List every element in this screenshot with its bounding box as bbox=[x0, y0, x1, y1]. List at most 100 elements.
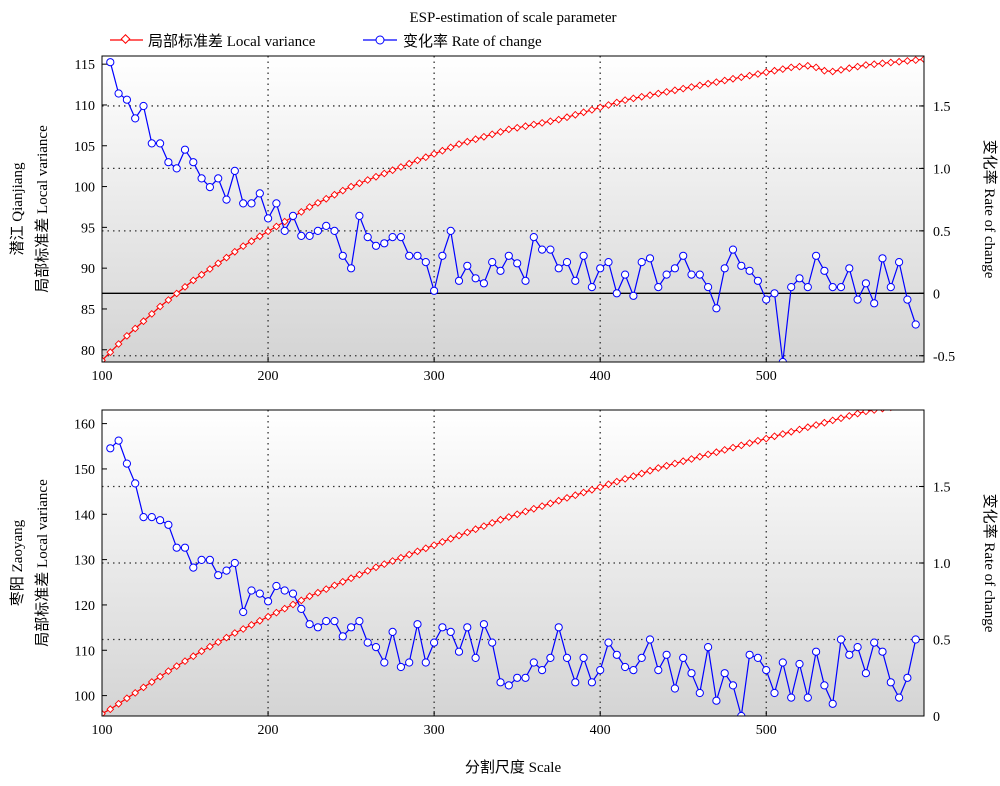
roc-point bbox=[778, 658, 787, 667]
roc-point bbox=[355, 211, 364, 220]
y2-axis-label: 变化率 Rate of change bbox=[981, 140, 998, 279]
roc-point bbox=[737, 711, 746, 716]
lv-point bbox=[206, 642, 214, 651]
y2-tick-label: 1.5 bbox=[933, 100, 951, 115]
lv-point bbox=[588, 106, 596, 114]
lv-point bbox=[878, 59, 887, 68]
lv-point bbox=[554, 115, 563, 124]
lv-point bbox=[355, 570, 364, 579]
roc-point bbox=[305, 231, 314, 240]
lv-point bbox=[911, 56, 920, 64]
lv-point bbox=[695, 452, 704, 461]
roc-point bbox=[670, 264, 680, 273]
lv-point bbox=[164, 296, 173, 304]
lv-point bbox=[388, 557, 397, 565]
series-rate-of-change bbox=[106, 58, 920, 362]
roc-point bbox=[205, 555, 214, 565]
roc-point bbox=[579, 251, 588, 260]
lv-point bbox=[264, 227, 272, 236]
lv-point bbox=[338, 186, 347, 195]
lv-point bbox=[189, 652, 198, 661]
roc-point bbox=[322, 221, 331, 230]
roc-point bbox=[513, 259, 522, 268]
roc-point bbox=[687, 270, 696, 279]
lv-point bbox=[820, 418, 829, 427]
lv-point bbox=[181, 283, 189, 291]
roc-point bbox=[488, 258, 497, 267]
lv-point bbox=[853, 410, 862, 418]
roc-point bbox=[247, 586, 256, 595]
lv-point bbox=[455, 140, 463, 148]
lv-point bbox=[612, 98, 621, 107]
lv-point bbox=[912, 400, 919, 407]
roc-point bbox=[687, 669, 696, 678]
roc-point bbox=[189, 158, 198, 167]
lv-point bbox=[197, 270, 206, 279]
roc-point bbox=[562, 258, 572, 267]
x-tick-label: 100 bbox=[92, 369, 113, 384]
roc-point bbox=[753, 653, 763, 663]
legend-lv-label: 局部标准差 Local variance bbox=[148, 33, 316, 50]
lv-point bbox=[745, 71, 754, 80]
lv-point bbox=[862, 61, 870, 69]
roc-point bbox=[297, 604, 306, 614]
lv-point bbox=[463, 137, 472, 146]
y-tick-label: 100 bbox=[74, 690, 95, 705]
lv-point bbox=[397, 553, 405, 562]
lv-point bbox=[272, 222, 281, 231]
legend-roc-marker bbox=[375, 35, 385, 45]
y-tick-label: 120 bbox=[74, 599, 95, 614]
roc-point bbox=[463, 623, 472, 632]
lv-point bbox=[563, 494, 571, 502]
roc-point bbox=[413, 620, 422, 629]
lv-point bbox=[588, 485, 596, 494]
roc-point bbox=[504, 681, 513, 690]
lv-point bbox=[770, 432, 779, 441]
lv-point bbox=[430, 541, 438, 549]
roc-point bbox=[297, 231, 306, 240]
lv-point bbox=[803, 61, 812, 70]
lv-point bbox=[247, 237, 256, 246]
lv-point bbox=[102, 709, 106, 716]
y2-axis-label: 变化率 Rate of change bbox=[981, 494, 998, 633]
roc-point bbox=[139, 101, 148, 111]
y2-tick-label: 1.0 bbox=[933, 162, 951, 177]
roc-point bbox=[695, 688, 704, 698]
roc-point bbox=[272, 581, 281, 591]
lv-point bbox=[239, 625, 248, 633]
roc-point bbox=[172, 543, 181, 552]
lv-point bbox=[895, 57, 903, 66]
y2-tick-label: 0.5 bbox=[933, 634, 951, 649]
lv-point bbox=[156, 302, 164, 311]
lv-point bbox=[446, 143, 455, 152]
lv-point bbox=[621, 475, 629, 483]
lv-point bbox=[430, 150, 438, 158]
roc-point bbox=[770, 688, 779, 698]
lv-point bbox=[380, 560, 389, 568]
lv-point bbox=[596, 483, 605, 491]
roc-point bbox=[164, 158, 173, 167]
roc-point bbox=[446, 627, 455, 637]
roc-point bbox=[156, 516, 165, 525]
roc-point bbox=[454, 647, 464, 656]
y-tick-label: 110 bbox=[75, 644, 95, 659]
roc-point bbox=[645, 635, 655, 644]
roc-point bbox=[255, 589, 264, 598]
lv-point bbox=[646, 466, 654, 475]
roc-point bbox=[704, 283, 713, 292]
roc-point bbox=[355, 617, 364, 626]
lv-point bbox=[621, 96, 629, 104]
roc-point bbox=[488, 638, 497, 647]
roc-point bbox=[820, 681, 829, 690]
roc-point bbox=[172, 164, 181, 173]
lv-point bbox=[886, 58, 895, 67]
lv-point bbox=[197, 647, 206, 656]
lv-point bbox=[322, 585, 331, 593]
lv-point bbox=[480, 522, 488, 530]
roc-point bbox=[787, 283, 796, 292]
roc-point bbox=[645, 254, 655, 263]
lv-point bbox=[139, 683, 148, 692]
roc-point bbox=[463, 261, 472, 270]
roc-point bbox=[828, 699, 837, 708]
lv-point bbox=[480, 132, 488, 141]
